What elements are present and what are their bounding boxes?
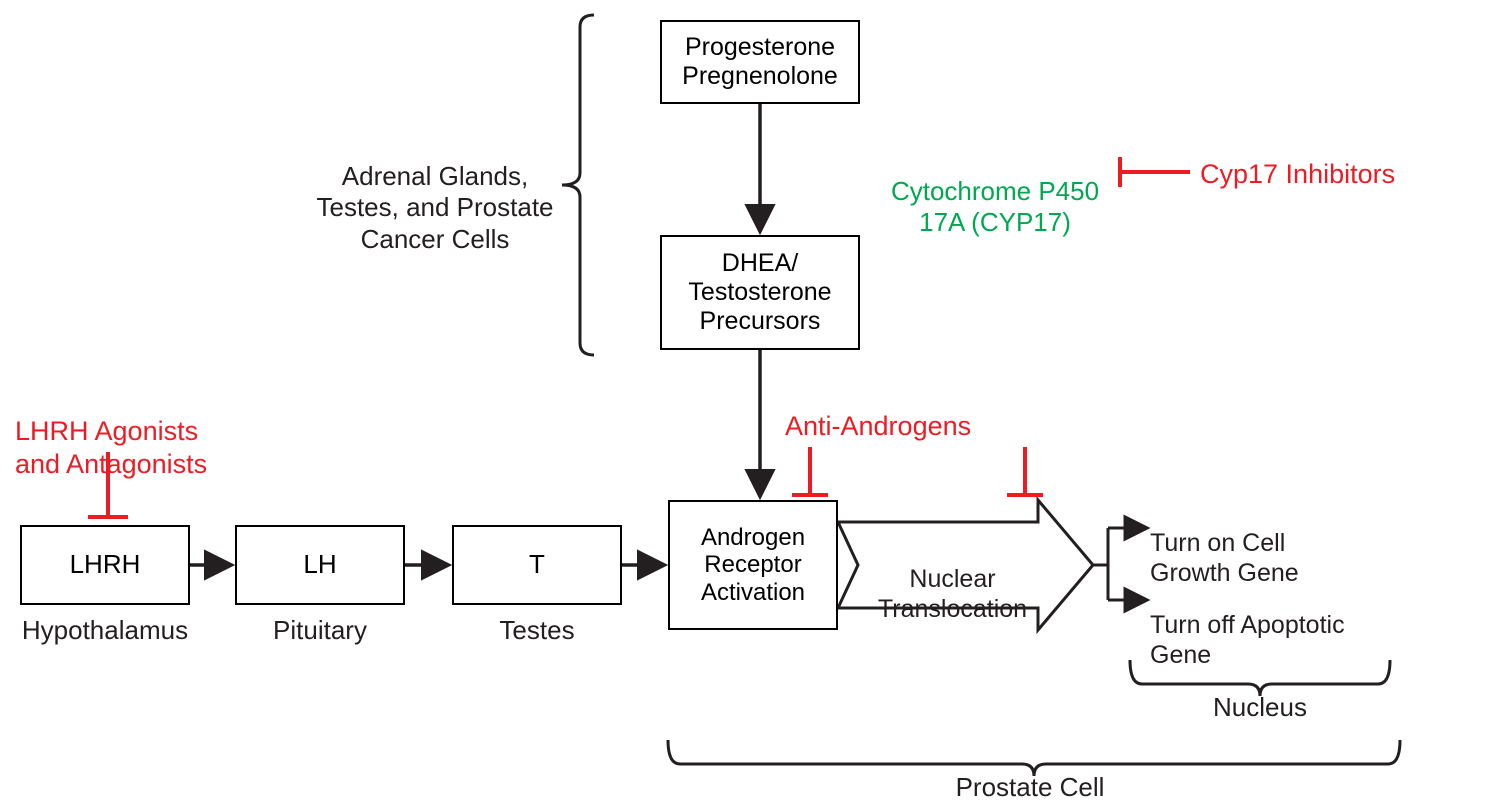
sublabel-pituitary: Pituitary bbox=[235, 615, 405, 646]
box-lh: LH bbox=[235, 525, 405, 605]
label-enzyme: Cytochrome P450 17A (CYP17) bbox=[880, 145, 1110, 239]
box-ar-text: Androgen Receptor Activation bbox=[701, 524, 805, 607]
inhibitor-aa-right bbox=[1007, 447, 1043, 495]
label-anti-androgens-text: Anti-Androgens bbox=[785, 411, 971, 441]
box-lh-text: LH bbox=[303, 550, 336, 580]
label-outcome-apoptotic-text: Turn off Apoptotic Gene bbox=[1150, 611, 1345, 669]
box-dhea-text: DHEA/ Testosterone Precursors bbox=[688, 249, 831, 335]
big-arrow-nuclear-label: Nuclear Translocation bbox=[860, 534, 1045, 624]
sublabel-pituitary-text: Pituitary bbox=[273, 615, 367, 645]
sublabel-testes-text: Testes bbox=[499, 615, 574, 645]
sublabel-hypothalamus: Hypothalamus bbox=[20, 615, 190, 646]
box-progesterone: Progesterone Pregnenolone bbox=[660, 20, 860, 104]
diagram-svg bbox=[0, 0, 1500, 805]
inhibitor-cyp17-t bbox=[1120, 157, 1190, 187]
box-t: T bbox=[452, 525, 622, 605]
label-enzyme-text: Cytochrome P450 17A (CYP17) bbox=[891, 176, 1099, 237]
label-lhrh-inhibitors-text: LHRH Agonists and Antagonists bbox=[15, 416, 207, 478]
diagram-canvas: LHRH Hypothalamus LH Pituitary T Testes … bbox=[0, 0, 1500, 805]
label-nucleus-text: Nucleus bbox=[1213, 692, 1307, 722]
label-prostate-cell: Prostate Cell bbox=[930, 772, 1130, 803]
box-lhrh-text: LHRH bbox=[70, 550, 141, 580]
inhibitor-aa-left bbox=[792, 447, 828, 495]
label-outcome-growth: Turn on Cell Growth Gene bbox=[1150, 498, 1299, 588]
box-t-text: T bbox=[529, 550, 545, 580]
label-adrenal: Adrenal Glands, Testes, and Prostate Can… bbox=[305, 130, 565, 255]
box-dhea: DHEA/ Testosterone Precursors bbox=[660, 235, 860, 350]
box-progesterone-text: Progesterone Pregnenolone bbox=[682, 33, 838, 91]
label-cyp17-inhibitors-text: Cyp17 Inhibitors bbox=[1200, 159, 1395, 189]
sublabel-hypothalamus-text: Hypothalamus bbox=[22, 615, 188, 645]
sublabel-testes: Testes bbox=[452, 615, 622, 646]
brace-adrenal bbox=[562, 15, 594, 355]
box-lhrh: LHRH bbox=[20, 525, 190, 605]
box-ar-activation: Androgen Receptor Activation bbox=[668, 500, 838, 630]
label-nucleus: Nucleus bbox=[1175, 692, 1345, 723]
label-adrenal-text: Adrenal Glands, Testes, and Prostate Can… bbox=[316, 161, 553, 253]
label-anti-androgens: Anti-Androgens bbox=[785, 410, 971, 442]
label-outcome-growth-text: Turn on Cell Growth Gene bbox=[1150, 529, 1299, 587]
outcome-branch bbox=[1093, 528, 1146, 600]
label-outcome-apoptotic: Turn off Apoptotic Gene bbox=[1150, 580, 1345, 670]
big-arrow-nuclear-text: Nuclear Translocation bbox=[878, 565, 1027, 623]
label-cyp17-inhibitors: Cyp17 Inhibitors bbox=[1200, 158, 1395, 190]
brace-prostate-cell bbox=[668, 740, 1400, 776]
label-lhrh-inhibitors: LHRH Agonists and Antagonists bbox=[15, 383, 207, 480]
label-prostate-cell-text: Prostate Cell bbox=[956, 772, 1105, 802]
